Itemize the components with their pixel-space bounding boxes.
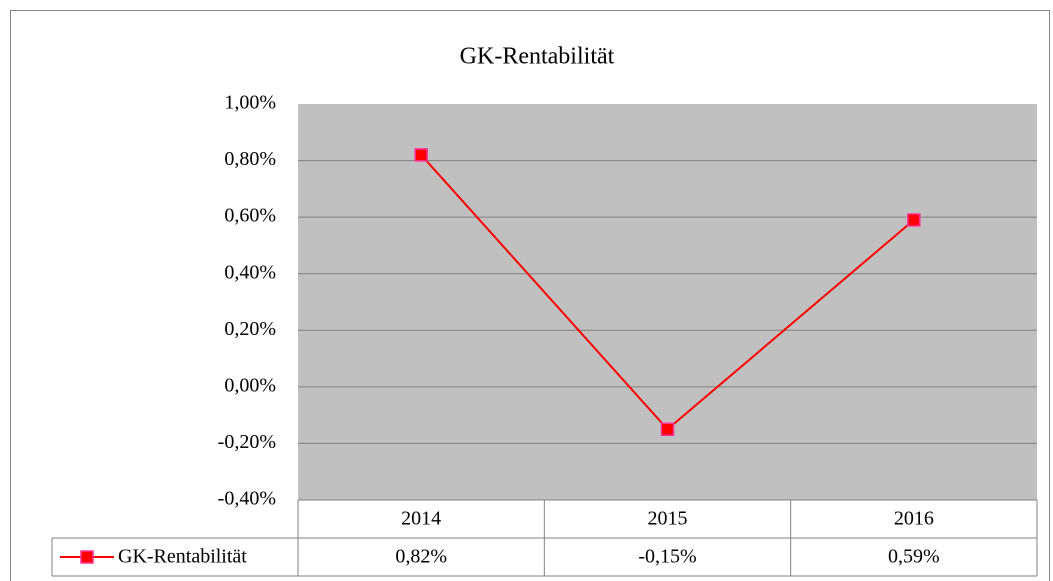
marker — [414, 148, 428, 162]
y-tick-label: -0,20% — [218, 431, 276, 453]
legend-marker — [80, 550, 94, 564]
marker — [907, 213, 921, 227]
y-tick-label: 0,00% — [224, 374, 276, 396]
y-tick-label: -0,40% — [218, 488, 276, 510]
legend-label: GK-Rentabilität — [118, 546, 247, 568]
y-tick-label: 0,40% — [224, 261, 276, 283]
y-tick-label: 0,20% — [224, 318, 276, 340]
x-tick-label: 2014 — [401, 508, 441, 530]
y-tick-label: 0,60% — [224, 205, 276, 227]
y-tick-label: 0,80% — [224, 148, 276, 170]
marker — [660, 422, 675, 437]
plot-area — [298, 104, 1037, 500]
x-tick-label: 2016 — [894, 508, 934, 530]
table-value: 0,59% — [888, 546, 940, 568]
table-value: 0,82% — [395, 546, 447, 568]
table-value: -0,15% — [638, 546, 696, 568]
x-tick-label: 2015 — [648, 508, 688, 530]
chart-title: GK-Rentabilität — [460, 44, 615, 70]
y-tick-label: 1,00% — [224, 92, 276, 114]
